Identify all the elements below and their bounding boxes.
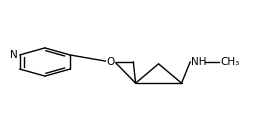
Text: N: N xyxy=(10,50,17,60)
Text: O: O xyxy=(106,57,115,67)
Text: CH₃: CH₃ xyxy=(220,57,239,67)
Text: NH: NH xyxy=(192,57,207,67)
